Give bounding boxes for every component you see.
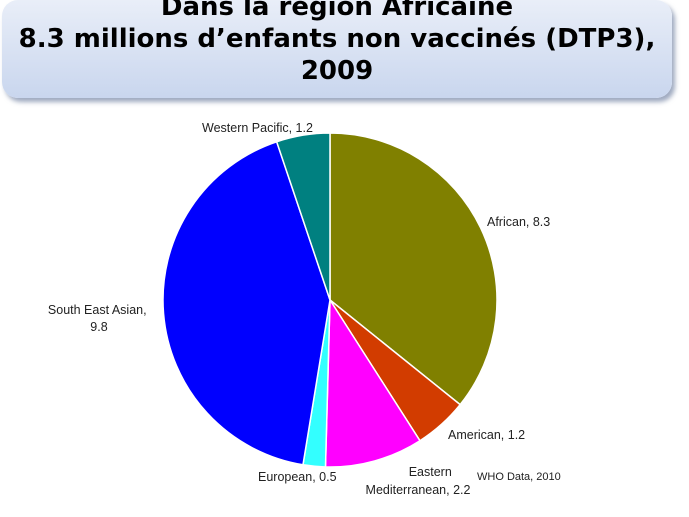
label-european: European, 0.5 (258, 470, 337, 484)
pie-slice-western-pacific (275, 132, 331, 301)
pie-slices (162, 132, 498, 468)
title-banner: Dans la région Africaine 8.3 millions d’… (2, 0, 672, 98)
label-eastern-mediterranean: Eastern Mediterranean, 2.2 (366, 465, 471, 497)
title-line-1: Dans la région Africaine (160, 0, 514, 22)
title-line-3: 2009 (300, 56, 374, 86)
label-eastern-mediterranean-line-1: Eastern (409, 465, 452, 479)
source-note: WHO Data, 2010 (477, 471, 561, 483)
label-south-east-asian-line-2: 9.8 (90, 320, 107, 334)
label-eastern-mediterranean-line-2: Mediterranean, 2.2 (366, 483, 471, 497)
label-south-east-asian-line-1: South East Asian, (48, 303, 147, 317)
label-western-pacific: Western Pacific, 1.2 (202, 121, 313, 135)
label-south-east-asian: South East Asian, 9.8 (48, 303, 150, 334)
pie-slice-eastern-med (324, 297, 421, 468)
pie-slice-south-east-asian (162, 140, 331, 466)
title-line-2: 8.3 millions d’enfants non vaccinés (DTP… (18, 24, 656, 54)
label-african: African, 8.3 (487, 215, 550, 229)
label-american: American, 1.2 (448, 428, 525, 442)
pie-slice-african (329, 132, 498, 406)
